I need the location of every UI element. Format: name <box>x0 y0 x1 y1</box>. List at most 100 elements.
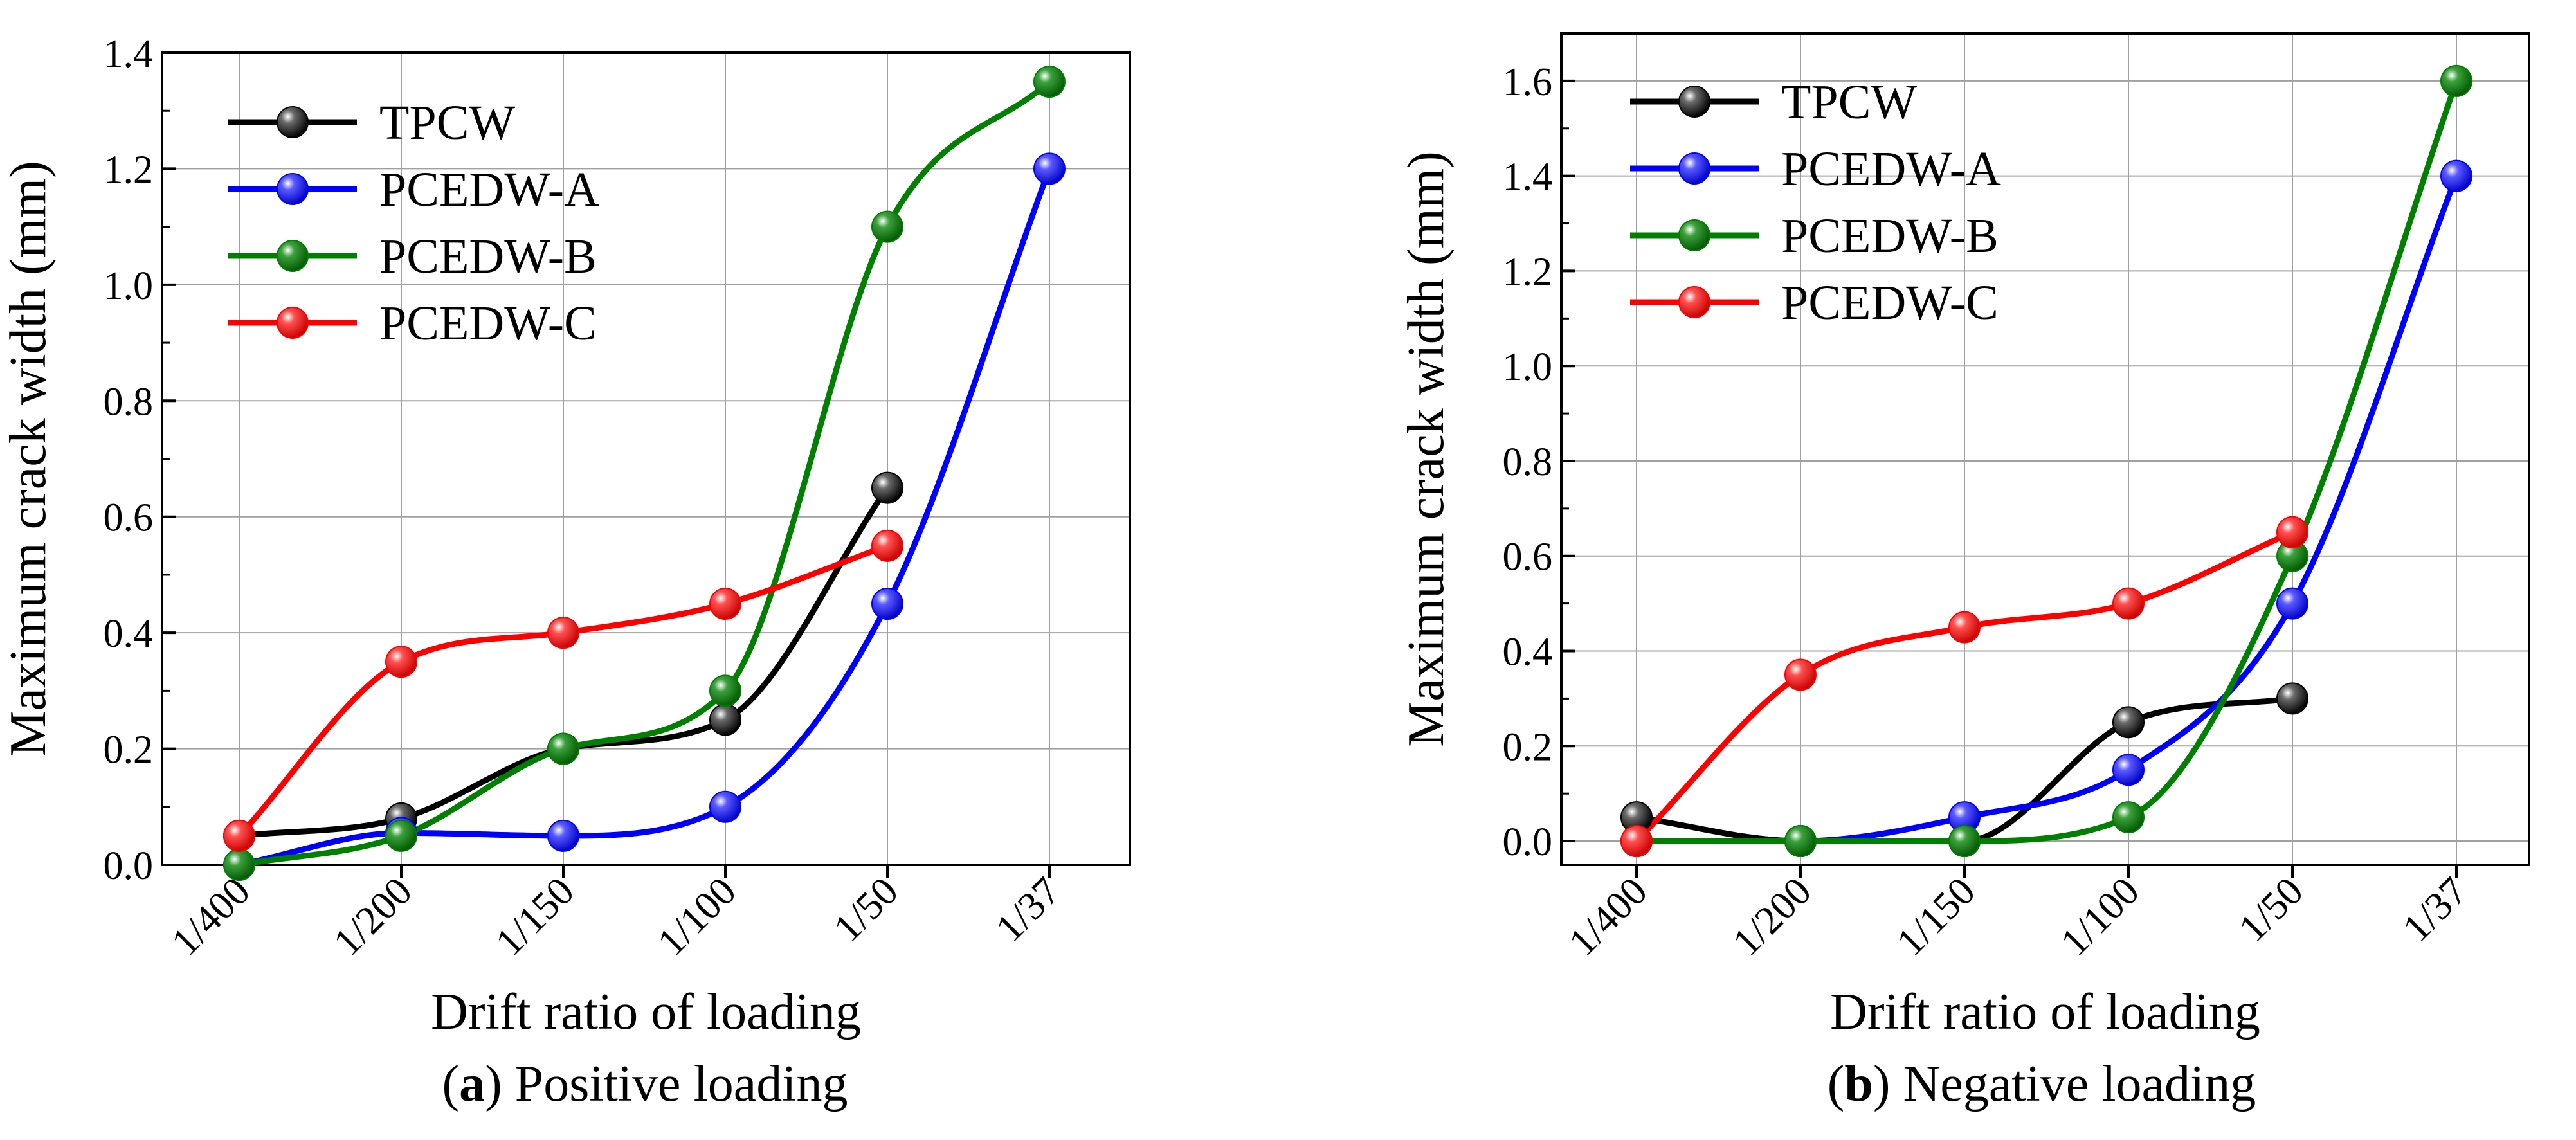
data-point-tpcw-1-50 <box>2276 682 2308 715</box>
legend-label-tpcw: TPCW <box>1781 75 1917 129</box>
caption-open: ( <box>1828 1056 1845 1112</box>
y-tick-label: 1.4 <box>104 32 154 76</box>
data-point-pcedw-b-1-37 <box>1033 66 1066 98</box>
x-tick-label: 1/400 <box>1561 869 1656 964</box>
data-point-pcedw-b-1-100 <box>709 674 741 707</box>
y-axis: 0.0 0.2 0.4 0.6 0.8 1.0 1.2 1.4 <box>104 32 176 888</box>
y-tick-label: 1.6 <box>1503 60 1553 104</box>
x-tick-label: 1/100 <box>2053 869 2148 964</box>
y-tick-label: 0.8 <box>1503 440 1553 484</box>
data-point-pcedw-c-1-50 <box>871 529 903 562</box>
caption-letter: b <box>1844 1056 1873 1112</box>
y-tick-label: 1.2 <box>104 148 154 192</box>
figure-caption: (b) Negative loading <box>1828 1056 2256 1112</box>
figure-caption: (a) Positive loading <box>442 1056 848 1112</box>
legend-label-pcedw-c: PCEDW-C <box>379 296 597 350</box>
y-axis-title: Maximum crack width (mm) <box>1398 151 1455 746</box>
legend: TPCW PCEDW-A PCEDW-B PCEDW-C <box>1630 75 2001 330</box>
legend-marker-pcedw-c <box>277 307 309 339</box>
x-tick-label: 1/37 <box>2395 869 2476 950</box>
data-point-pcedw-b-1-50 <box>871 210 903 243</box>
legend-label-pcedw-c: PCEDW-C <box>1781 276 1999 330</box>
y-tick-label: 1.0 <box>104 264 154 308</box>
x-axis: 1/400 1/200 1/150 1/100 1/50 1/37 <box>1561 865 2476 964</box>
data-point-tpcw-1-100 <box>709 703 741 736</box>
y-tick-label: 0.0 <box>104 844 154 888</box>
y-tick-label: 0.6 <box>1503 536 1553 579</box>
x-tick-label: 1/400 <box>163 869 259 964</box>
data-point-pcedw-b-1-200 <box>385 819 417 852</box>
caption-text: ) Positive loading <box>485 1056 848 1112</box>
data-point-tpcw-1-100 <box>2112 706 2145 739</box>
data-point-pcedw-b-1-400 <box>223 849 255 881</box>
legend-label-pcedw-a: PCEDW-A <box>1781 142 2001 196</box>
data-point-pcedw-a-1-50 <box>2276 587 2308 620</box>
series-group <box>1620 64 2472 858</box>
x-tick-label: 1/50 <box>826 869 907 950</box>
x-tick-label: 1/100 <box>649 869 745 964</box>
data-point-pcedw-c-1-400 <box>223 819 255 852</box>
y-axis-title: Maximum crack width (mm) <box>0 161 57 756</box>
legend-marker-pcedw-b <box>1678 219 1710 251</box>
x-tick-label: 1/200 <box>1725 869 1820 964</box>
legend-label-tpcw: TPCW <box>379 96 515 150</box>
data-point-pcedw-a-1-37 <box>1033 152 1066 185</box>
legend-marker-pcedw-a <box>1678 152 1710 185</box>
x-axis-title: Drift ratio of loading <box>431 984 861 1040</box>
x-tick-label: 1/50 <box>2231 869 2312 950</box>
data-point-pcedw-c-1-150 <box>547 617 579 649</box>
legend-marker-tpcw <box>277 106 309 138</box>
data-point-pcedw-c-1-200 <box>1784 658 1817 691</box>
legend-marker-pcedw-c <box>1678 286 1710 318</box>
data-point-pcedw-c-1-200 <box>385 646 417 678</box>
data-point-pcedw-c-1-100 <box>2112 587 2145 620</box>
data-point-pcedw-a-1-50 <box>871 588 903 620</box>
caption-text: ) Negative loading <box>1873 1056 2256 1112</box>
data-point-pcedw-a-1-100 <box>2112 754 2145 786</box>
series-group <box>223 66 1066 881</box>
caption-letter: a <box>459 1056 485 1112</box>
y-tick-label: 1.0 <box>1503 345 1553 389</box>
y-tick-label: 0.4 <box>104 612 154 656</box>
data-point-pcedw-c-1-100 <box>709 588 741 620</box>
caption-open: ( <box>442 1056 459 1112</box>
y-tick-label: 0.6 <box>104 496 154 540</box>
y-tick-label: 1.4 <box>1503 156 1553 199</box>
x-axis-title: Drift ratio of loading <box>1830 984 2260 1040</box>
y-tick-label: 0.0 <box>1503 820 1553 864</box>
y-tick-label: 0.8 <box>104 380 154 424</box>
x-tick-label: 1/200 <box>325 869 421 964</box>
x-tick-label: 1/150 <box>1889 869 1984 964</box>
data-point-pcedw-b-1-37 <box>2440 64 2472 97</box>
legend-label-pcedw-b: PCEDW-B <box>1781 209 1999 263</box>
legend-label-pcedw-b: PCEDW-B <box>379 230 597 284</box>
x-tick-label: 1/150 <box>487 869 583 964</box>
data-point-pcedw-c-1-400 <box>1620 825 1653 858</box>
legend-marker-pcedw-a <box>277 173 309 205</box>
data-point-pcedw-c-1-50 <box>2276 516 2308 548</box>
legend-label-pcedw-a: PCEDW-A <box>379 163 599 217</box>
y-tick-label: 0.2 <box>1503 725 1553 769</box>
data-point-pcedw-b-1-100 <box>2112 801 2145 834</box>
chart-positive-loading: 0.00.20.40.60.81.01.21.41/400 1/200 1/150 1… <box>0 32 1131 1112</box>
y-tick-label: 0.2 <box>104 728 154 772</box>
legend: TPCW PCEDW-A PCEDW-B PCEDW-C <box>228 96 599 350</box>
grid <box>162 52 1130 865</box>
x-tick-label: 1/37 <box>988 869 1069 950</box>
chart-negative-loading: 0.0 0.2 0.4 0.6 0.8 1.0 1.2 1.4 1.6 1/400 1/200 1/1… <box>1398 32 2530 1112</box>
y-axis: 0.0 0.2 0.4 0.6 0.8 1.0 1.2 1.4 1.6 <box>1503 60 1575 864</box>
data-point-tpcw-1-50 <box>871 471 903 504</box>
data-point-pcedw-a-1-37 <box>2440 159 2472 192</box>
legend-marker-pcedw-b <box>277 240 309 272</box>
plot-frame <box>1560 32 2530 866</box>
series-line-pcedw-b <box>236 78 1053 868</box>
y-tick-label: 1.2 <box>1503 250 1553 294</box>
series-line-pcedw-a <box>1633 173 2460 844</box>
data-point-pcedw-c-1-150 <box>1948 611 1981 644</box>
x-axis: 1/400 1/200 1/150 1/100 1/50 1/37 <box>163 865 1069 964</box>
data-point-pcedw-a-1-100 <box>709 790 741 823</box>
data-point-pcedw-b-1-150 <box>1948 825 1981 858</box>
data-point-pcedw-b-1-200 <box>1784 825 1817 858</box>
